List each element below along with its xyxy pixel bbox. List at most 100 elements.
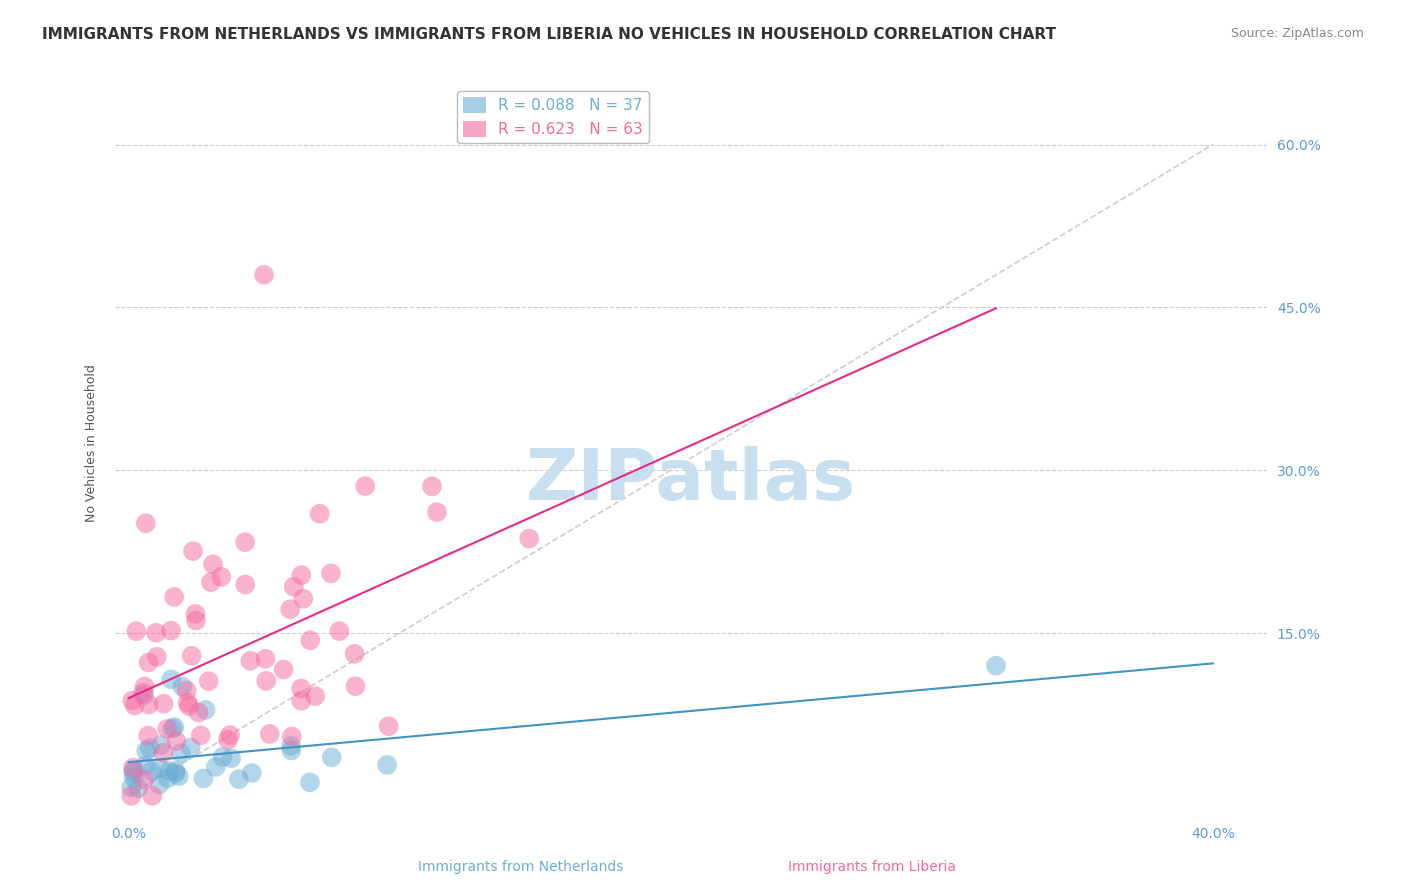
Point [217, 732, 239, 747]
Point [180, 740, 202, 755]
Point [134, 758, 156, 772]
Point [209, 570, 232, 584]
Point [152, 746, 174, 760]
Point [202, 558, 225, 572]
Point [375, 757, 398, 772]
Point [193, 772, 215, 786]
Point [172, 680, 194, 694]
Point [176, 683, 198, 698]
Point [180, 648, 202, 663]
Point [377, 719, 399, 733]
Point [343, 647, 366, 661]
Point [170, 746, 193, 760]
Legend: R = 0.088   N = 37, R = 0.623   N = 63: R = 0.088 N = 37, R = 0.623 N = 63 [457, 91, 648, 143]
Point [292, 591, 315, 606]
Point [132, 772, 155, 787]
Point [127, 781, 149, 796]
Point [165, 734, 187, 748]
Point [135, 516, 157, 531]
Point [125, 624, 148, 639]
Point [290, 681, 312, 696]
Text: ZIPatlas: ZIPatlas [526, 446, 856, 515]
Point [426, 505, 449, 519]
Point [354, 479, 377, 493]
Point [184, 614, 207, 628]
Point [190, 728, 212, 742]
Point [122, 771, 145, 785]
Point [176, 696, 198, 710]
Point [146, 649, 169, 664]
Point [167, 769, 190, 783]
Point [124, 698, 146, 713]
Y-axis label: No Vehicles in Household: No Vehicles in Household [86, 364, 98, 522]
Point [290, 568, 312, 582]
Text: Immigrants from Netherlands: Immigrants from Netherlands [418, 860, 623, 874]
Point [197, 674, 219, 689]
Point [200, 575, 222, 590]
Point [278, 602, 301, 616]
Point [160, 673, 183, 687]
Point [121, 693, 143, 707]
Point [228, 772, 250, 786]
Point [240, 766, 263, 780]
Point [145, 625, 167, 640]
Text: IMMIGRANTS FROM NETHERLANDS VS IMMIGRANTS FROM LIBERIA NO VEHICLES IN HOUSEHOLD : IMMIGRANTS FROM NETHERLANDS VS IMMIGRANT… [42, 27, 1056, 42]
Point [135, 744, 157, 758]
Point [162, 722, 184, 736]
Point [160, 624, 183, 638]
Point [134, 680, 156, 694]
Point [290, 694, 312, 708]
Point [165, 764, 187, 778]
Point [984, 658, 1007, 673]
Point [177, 699, 200, 714]
Point [138, 741, 160, 756]
Point [181, 544, 204, 558]
Point [120, 789, 142, 803]
Point [319, 566, 342, 581]
Point [204, 760, 226, 774]
Point [132, 688, 155, 702]
Point [165, 766, 187, 780]
Point [194, 703, 217, 717]
Point [163, 720, 186, 734]
Point [254, 651, 277, 665]
Point [122, 765, 145, 780]
Point [259, 727, 281, 741]
Point [122, 763, 145, 777]
Point [138, 698, 160, 712]
Point [281, 730, 304, 744]
Point [280, 739, 302, 753]
Point [156, 771, 179, 785]
Point [299, 633, 322, 648]
Point [298, 775, 321, 789]
Point [321, 750, 343, 764]
Point [280, 743, 302, 757]
Point [219, 751, 242, 765]
Point [308, 507, 330, 521]
Point [149, 761, 172, 775]
Text: Source: ZipAtlas.com: Source: ZipAtlas.com [1230, 27, 1364, 40]
Point [254, 673, 277, 688]
Point [233, 577, 256, 591]
Point [122, 761, 145, 775]
Point [136, 729, 159, 743]
Point [132, 685, 155, 699]
Point [304, 689, 326, 703]
Point [239, 654, 262, 668]
Point [138, 656, 160, 670]
Point [328, 624, 350, 639]
Point [156, 722, 179, 736]
Point [517, 532, 540, 546]
Point [120, 780, 142, 794]
Point [157, 764, 180, 779]
Point [163, 590, 186, 604]
Text: Immigrants from Liberia: Immigrants from Liberia [787, 860, 956, 874]
Point [273, 663, 295, 677]
Point [184, 607, 207, 621]
Point [211, 750, 233, 764]
Point [141, 789, 163, 803]
Point [283, 580, 305, 594]
Point [253, 268, 276, 282]
Point [233, 535, 256, 549]
Point [187, 706, 209, 720]
